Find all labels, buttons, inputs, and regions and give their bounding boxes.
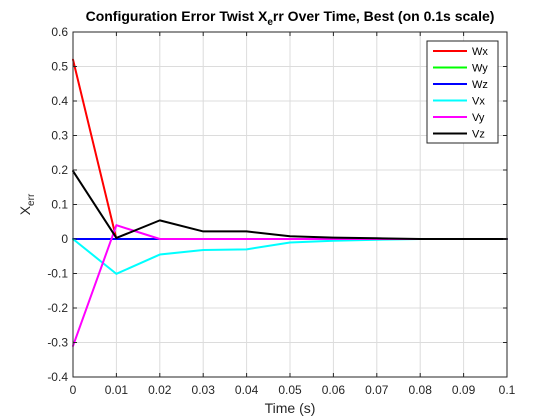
y-tick-label: 0.4 xyxy=(51,94,68,108)
y-tick-label: 0 xyxy=(61,232,68,246)
y-tick-label: -0.3 xyxy=(47,336,68,350)
legend-label-wx: Wx xyxy=(472,46,488,58)
y-tick-label: 0.6 xyxy=(51,25,68,39)
y-tick-label: 0.2 xyxy=(51,163,68,177)
axis-ticks xyxy=(72,31,508,378)
y-tick-label: -0.1 xyxy=(47,267,68,281)
x-tick-label: 0.02 xyxy=(148,383,172,397)
x-tick-label: 0.05 xyxy=(278,383,302,397)
x-tick-label: 0.04 xyxy=(235,383,259,397)
series-line-vz xyxy=(72,170,508,240)
legend-box xyxy=(426,40,499,144)
x-tick-label: 0.07 xyxy=(365,383,389,397)
chart-title-prefix: Configuration Error Twist X xyxy=(86,8,268,24)
x-tick-label: 0.06 xyxy=(322,383,346,397)
y-tick-labels: -0.4 -0.3 -0.2 -0.1 0 0.1 0.2 0.3 0.4 0.5 0.6 xyxy=(47,25,68,384)
legend-label-wy: Wy xyxy=(472,63,488,75)
chart-title-subscript: e xyxy=(267,17,273,28)
y-axis-label-subscript: err xyxy=(26,193,37,206)
legend: Wx Wy Wz Vx Vy Vz xyxy=(426,40,499,144)
legend-items: Wx Wy Wz Vx Vy Vz xyxy=(433,46,488,141)
y-tick-label: 0.5 xyxy=(51,60,68,74)
y-axis-label: Xerr xyxy=(17,193,37,215)
series-lines xyxy=(72,58,508,347)
legend-label-wz: Wz xyxy=(472,79,488,91)
y-tick-label: 0.1 xyxy=(51,198,68,212)
chart-title: Configuration Error Twist Xerr Over Time… xyxy=(86,8,495,28)
x-tick-label: 0.09 xyxy=(452,383,476,397)
legend-label-vx: Vx xyxy=(472,96,485,108)
x-tick-labels: 0 0.01 0.02 0.03 0.04 0.05 0.06 0.07 0.08 0.09 0.1 xyxy=(70,383,516,397)
x-tick-label: 0.08 xyxy=(409,383,433,397)
legend-label-vy: Vy xyxy=(472,112,485,124)
y-axis-label-base: X xyxy=(17,205,33,215)
y-tick-label: -0.2 xyxy=(47,301,68,315)
x-axis-label: Time (s) xyxy=(265,400,316,416)
y-tick-label: -0.4 xyxy=(47,370,68,384)
x-tick-label: 0.01 xyxy=(105,383,129,397)
chart-title-suffix: rr Over Time, Best (on 0.1s scale) xyxy=(273,8,495,24)
y-tick-label: 0.3 xyxy=(51,129,68,143)
x-tick-label: 0 xyxy=(70,383,77,397)
x-tick-label: 0.1 xyxy=(499,383,516,397)
legend-label-vz: Vz xyxy=(472,129,485,141)
x-tick-label: 0.03 xyxy=(192,383,216,397)
